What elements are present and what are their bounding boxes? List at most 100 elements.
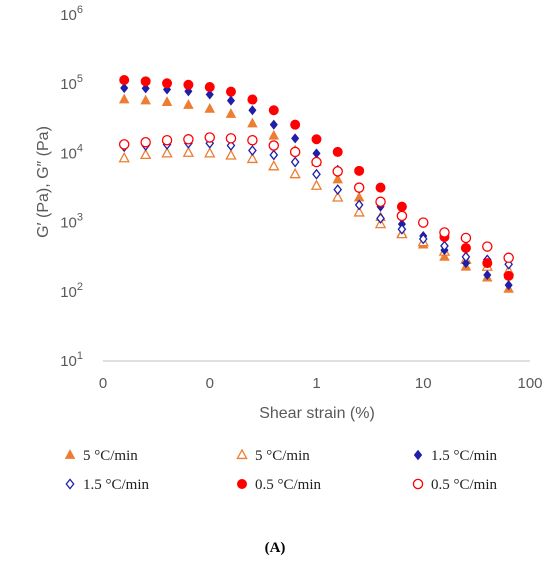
legend-label: 0.5 °C/min [431, 477, 498, 493]
data-point-triangle-filled [332, 173, 343, 184]
data-point-circle-filled [162, 78, 173, 89]
data-point-circle-open [118, 139, 130, 150]
data-point-diamond-open [290, 156, 300, 168]
data-point-circle-filled [311, 134, 322, 145]
legend-marker [236, 478, 247, 489]
legend-label: 1.5 °C/min [83, 477, 150, 493]
x-axis-title: Shear strain (%) [259, 405, 375, 422]
data-point-circle-filled [332, 146, 343, 157]
data-point-circle-open [375, 196, 386, 208]
legend-marker [412, 478, 424, 490]
data-point-circle-filled [225, 86, 236, 97]
data-point-diamond-open [418, 233, 428, 245]
data-point-triangle-open [289, 167, 301, 179]
data-point-circle-open [268, 140, 280, 151]
data-point-circle-open [204, 132, 215, 143]
data-point-triangle-filled [118, 93, 130, 104]
data-point-diamond-open [248, 145, 257, 156]
data-point-triangle-filled [247, 117, 258, 128]
data-point-circle-open [311, 156, 322, 168]
data-point-circle-filled [482, 258, 493, 269]
data-point-triangle-filled [161, 96, 173, 107]
data-point-circle-open [247, 134, 258, 146]
data-point-diamond-open [354, 199, 364, 211]
data-point-circle-open [396, 210, 408, 222]
data-point-diamond-filled [269, 119, 278, 130]
data-point-circle-open [161, 134, 173, 146]
data-point-circle-open [417, 217, 429, 228]
data-point-triangle-open [310, 179, 323, 190]
data-point-diamond-filled [184, 86, 193, 97]
data-point-diamond-filled [120, 83, 129, 94]
x-tick-label: 0 [99, 375, 107, 392]
legend-label: 1.5 °C/min [431, 448, 498, 464]
y-tick-label: 106 [60, 4, 83, 24]
data-point-triangle-filled [140, 94, 151, 105]
data-point-circle-open [482, 241, 493, 252]
data-point-circle-open [332, 166, 343, 177]
x-tick-label: 10 [415, 375, 432, 392]
x-tick-label: 1 [312, 375, 320, 392]
legend-label: 5 °C/min [255, 448, 310, 464]
data-point-circle-filled [140, 76, 151, 87]
x-tick-label: 0 [206, 375, 214, 392]
data-point-diamond-filled [141, 83, 150, 94]
data-point-diamond-filled [483, 269, 492, 281]
data-point-triangle-open [246, 152, 259, 164]
data-point-circle-open [183, 134, 194, 145]
data-point-triangle-open [268, 159, 280, 171]
data-point-triangle-filled [268, 129, 280, 140]
figure-caption: (A) [265, 540, 286, 556]
data-point-triangle-filled [225, 108, 237, 118]
data-point-circle-open [289, 146, 301, 158]
data-point-circle-open [353, 182, 365, 193]
data-point-diamond-filled [312, 148, 321, 159]
data-point-diamond-filled [291, 133, 300, 144]
data-point-triangle-open [204, 146, 216, 158]
y-tick-label: 104 [60, 142, 83, 162]
legend-marker [65, 478, 75, 490]
data-point-diamond-filled [226, 95, 235, 106]
y-tick-labels: 101 102 103 104 105 106 [60, 4, 83, 370]
data-point-diamond-open [397, 223, 407, 235]
legend-label: 0.5 °C/min [255, 477, 322, 493]
data-point-diamond-open [269, 149, 279, 161]
data-point-diamond-open [376, 212, 385, 224]
data-point-triangle-filled [204, 102, 216, 113]
legend-label: 5 °C/min [83, 448, 138, 464]
y-axis-title: G′ (Pa), G″ (Pa) [35, 126, 52, 238]
y-tick-label: 103 [60, 212, 83, 232]
data-point-diamond-open [226, 140, 236, 151]
data-point-circle-open [225, 133, 237, 144]
data-point-circle-filled [290, 119, 301, 130]
data-point-diamond-open [333, 184, 343, 196]
y-tick-label: 101 [60, 350, 83, 370]
data-point-triangle-open [353, 206, 365, 217]
data-point-triangle-filled [183, 99, 194, 109]
data-point-circle-filled [204, 82, 215, 93]
data-point-circle-filled [396, 201, 407, 212]
data-point-circle-filled [247, 94, 258, 105]
data-point-diamond-filled [248, 105, 257, 116]
data-point-circle-open [503, 252, 514, 264]
legend-marker [413, 449, 423, 461]
data-point-diamond-open [312, 168, 321, 180]
y-tick-label: 102 [60, 281, 83, 301]
legend-marker [64, 449, 76, 459]
data-point-triangle-open [139, 148, 152, 160]
data-point-triangle-filled [439, 250, 450, 261]
data-point-circle-filled [354, 165, 365, 176]
x-tick-labels: 0 0 1 10 100 [99, 375, 543, 392]
data-point-circle-filled [183, 79, 194, 90]
data-point-diamond-filled [504, 280, 513, 291]
data-point-diamond-open [461, 251, 471, 263]
data-point-diamond-open [440, 240, 449, 252]
data-point-triangle-open [182, 146, 195, 157]
x-tick-label: 100 [517, 375, 542, 392]
legend-marker [236, 448, 248, 460]
data-point-diamond-filled [461, 258, 470, 269]
data-point-circle-open [140, 136, 151, 148]
y-tick-label: 105 [60, 73, 83, 93]
data-point-triangle-open [118, 151, 130, 163]
